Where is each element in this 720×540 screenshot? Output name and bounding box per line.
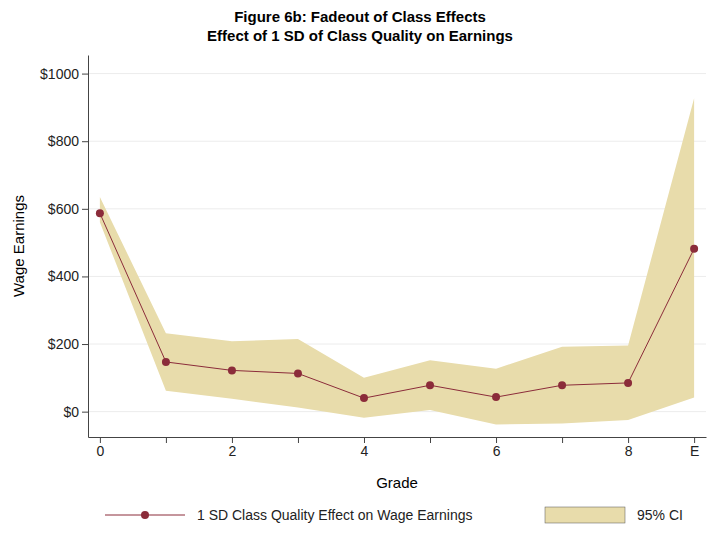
x-axis-line: [89, 437, 707, 438]
ci-band: [100, 98, 694, 424]
x-tick-label: 2: [229, 443, 237, 459]
x-tick-label: 6: [493, 443, 501, 459]
y-axis-line: [88, 56, 89, 438]
y-tick-label: $200: [48, 336, 79, 352]
y-tick: $800: [48, 133, 88, 149]
marker: [426, 381, 434, 389]
y-tick-label: $0: [63, 404, 79, 420]
x-tick-mark: [298, 437, 299, 443]
y-tick-label: $400: [48, 268, 79, 284]
x-tick-mark: [166, 437, 167, 443]
x-tick: 8: [625, 437, 633, 459]
marker: [492, 393, 500, 401]
legend-label: 1 SD Class Quality Effect on Wage Earnin…: [197, 507, 472, 523]
marker: [294, 369, 302, 377]
x-axis-title: Grade: [376, 474, 418, 491]
x-tick: [430, 437, 431, 443]
marker: [558, 381, 566, 389]
marker: [624, 379, 632, 387]
x-tick: [562, 437, 563, 443]
grid-line: [88, 208, 706, 209]
marker: [360, 394, 368, 402]
y-tick-mark: [82, 344, 88, 345]
y-tick: $1000: [40, 66, 88, 82]
marker: [162, 358, 170, 366]
y-tick-label: $600: [48, 201, 79, 217]
y-tick-mark: [82, 276, 88, 277]
line: [100, 213, 694, 398]
x-tick-mark: [562, 437, 563, 443]
grid-line: [88, 73, 706, 74]
legend-label: 95% CI: [637, 507, 683, 523]
y-tick-mark: [82, 412, 88, 413]
x-tick-label: 0: [96, 443, 104, 459]
y-tick: $600: [48, 201, 88, 217]
x-axis: 0 2 4 6 8 E: [89, 437, 707, 459]
x-tick: E: [690, 437, 699, 459]
chart-container: Figure 6b: Fadeout of Class Effects Effec…: [0, 0, 720, 540]
y-tick-mark: [82, 141, 88, 142]
y-tick: $0: [63, 404, 88, 420]
legend-swatch: [545, 507, 625, 523]
x-tick-label: 4: [361, 443, 369, 459]
x-tick: [166, 437, 167, 443]
grid-line: [88, 141, 706, 142]
x-tick: 4: [361, 437, 369, 459]
y-tick: $400: [48, 268, 88, 284]
x-tick: [298, 437, 299, 443]
y-axis: $0 $200 $400 $600 $800 $1000: [40, 56, 88, 438]
x-tick: 0: [96, 437, 104, 459]
legend-marker: [141, 511, 149, 519]
plot-area: [96, 98, 698, 424]
y-tick-mark: [82, 74, 88, 75]
x-tick-label: 8: [625, 443, 633, 459]
x-tick: 6: [493, 437, 501, 459]
marker: [690, 245, 698, 253]
marker: [96, 209, 104, 217]
y-tick-label: $1000: [40, 66, 79, 82]
y-tick-label: $800: [48, 133, 79, 149]
subtitle: Effect of 1 SD of Class Quality on Earni…: [207, 27, 513, 44]
chart-svg: Figure 6b: Fadeout of Class Effects Effec…: [0, 0, 720, 540]
legend: 1 SD Class Quality Effect on Wage Earnin…: [105, 507, 683, 523]
marker: [228, 366, 236, 374]
y-axis-title: Wage Earnings: [10, 195, 27, 297]
y-tick: $200: [48, 336, 88, 352]
x-tick: 2: [229, 437, 237, 459]
x-tick-label: E: [690, 443, 699, 459]
y-tick-mark: [82, 209, 88, 210]
x-tick-mark: [430, 437, 431, 443]
grid-line: [88, 276, 706, 277]
title: Figure 6b: Fadeout of Class Effects: [234, 8, 486, 25]
